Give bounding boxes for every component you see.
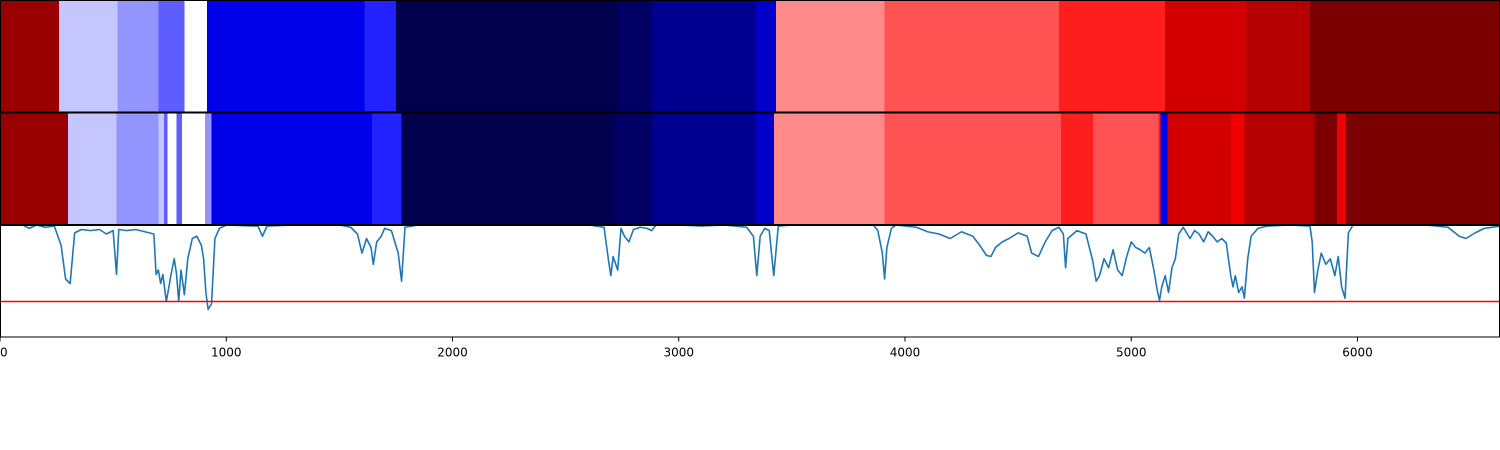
heatmap-segment-1-3 bbox=[117, 0, 159, 113]
heatmap-segment-2-14 bbox=[651, 112, 756, 225]
heatmap-segment-1-14 bbox=[1058, 0, 1166, 113]
heatmap-segment-2-5 bbox=[164, 112, 168, 225]
x-tick-label-3: 2000 bbox=[437, 346, 468, 360]
heatmap-segment-1-10 bbox=[651, 0, 756, 113]
heatmap-segment-2-24 bbox=[1244, 112, 1315, 225]
line-panel bbox=[0, 225, 1500, 338]
heatmap-segment-2-25 bbox=[1314, 112, 1338, 225]
heatmap-segment-2-21 bbox=[1160, 112, 1168, 225]
heatmap-segment-1-5 bbox=[184, 0, 208, 113]
heatmap-segment-1-15 bbox=[1165, 0, 1247, 113]
heatmap-segment-2-20 bbox=[1158, 112, 1161, 225]
heatmap-segment-1-13 bbox=[884, 0, 1059, 113]
heatmap-segment-2-4 bbox=[158, 112, 165, 225]
heatmap-segment-2-6 bbox=[167, 112, 177, 225]
heatmap-segment-2-2 bbox=[67, 112, 117, 225]
heatmap-segment-2-7 bbox=[176, 112, 183, 225]
heatmap-segment-1-17 bbox=[1309, 0, 1500, 113]
heatmap-segment-2-12 bbox=[401, 112, 614, 225]
x-tick-label-6: 5000 bbox=[1116, 346, 1147, 360]
heatmap-segment-1-8 bbox=[395, 0, 618, 113]
x-tick-label-2: 1000 bbox=[211, 346, 242, 360]
heatmap-segment-1-2 bbox=[58, 0, 118, 113]
heatmap-row-1 bbox=[0, 0, 1500, 113]
heatmap-segment-1-16 bbox=[1246, 0, 1310, 113]
heatmap-segment-2-10 bbox=[211, 112, 373, 225]
heatmap-segment-2-13 bbox=[613, 112, 652, 225]
heatmap-segment-2-8 bbox=[182, 112, 205, 225]
heatmap-segment-2-17 bbox=[884, 112, 1062, 225]
x-axis: 0 1000 2000 3000 4000 5000 6000 bbox=[0, 337, 1373, 360]
heatmap-segment-2-1 bbox=[0, 112, 68, 225]
x-tick-label-5: 4000 bbox=[890, 346, 921, 360]
heatmap-segment-1-12 bbox=[776, 0, 885, 113]
heatmap-segment-1-9 bbox=[617, 0, 652, 113]
heatmap-segment-2-18 bbox=[1061, 112, 1093, 225]
heatmap-segment-2-26 bbox=[1337, 112, 1347, 225]
heatmap-segment-1-6 bbox=[207, 0, 365, 113]
heatmap-segment-2-3 bbox=[116, 112, 159, 225]
similarity-line bbox=[0, 225, 1500, 311]
x-tick-label-1: 0 bbox=[0, 346, 8, 360]
heatmap-segment-1-11 bbox=[755, 0, 777, 113]
x-tick-label-7: 6000 bbox=[1342, 346, 1373, 360]
heatmap-segment-2-19 bbox=[1092, 112, 1159, 225]
heatmap-segment-2-22 bbox=[1167, 112, 1231, 225]
heatmap-segment-2-16 bbox=[773, 112, 885, 225]
x-tick-label-4: 3000 bbox=[663, 346, 694, 360]
heatmap-row-2 bbox=[0, 112, 1500, 225]
heatmap-segment-2-23 bbox=[1230, 112, 1245, 225]
heatmap-segment-2-11 bbox=[372, 112, 402, 225]
line-panel-background bbox=[0, 225, 1500, 338]
heatmap-segment-1-4 bbox=[158, 0, 185, 113]
heatmap-segment-2-27 bbox=[1346, 112, 1500, 225]
heatmap-segment-2-15 bbox=[755, 112, 774, 225]
heatmap-segment-1-7 bbox=[364, 0, 396, 113]
heatmap-segment-1-1 bbox=[0, 0, 59, 113]
heatmap-segment-2-9 bbox=[204, 112, 212, 225]
